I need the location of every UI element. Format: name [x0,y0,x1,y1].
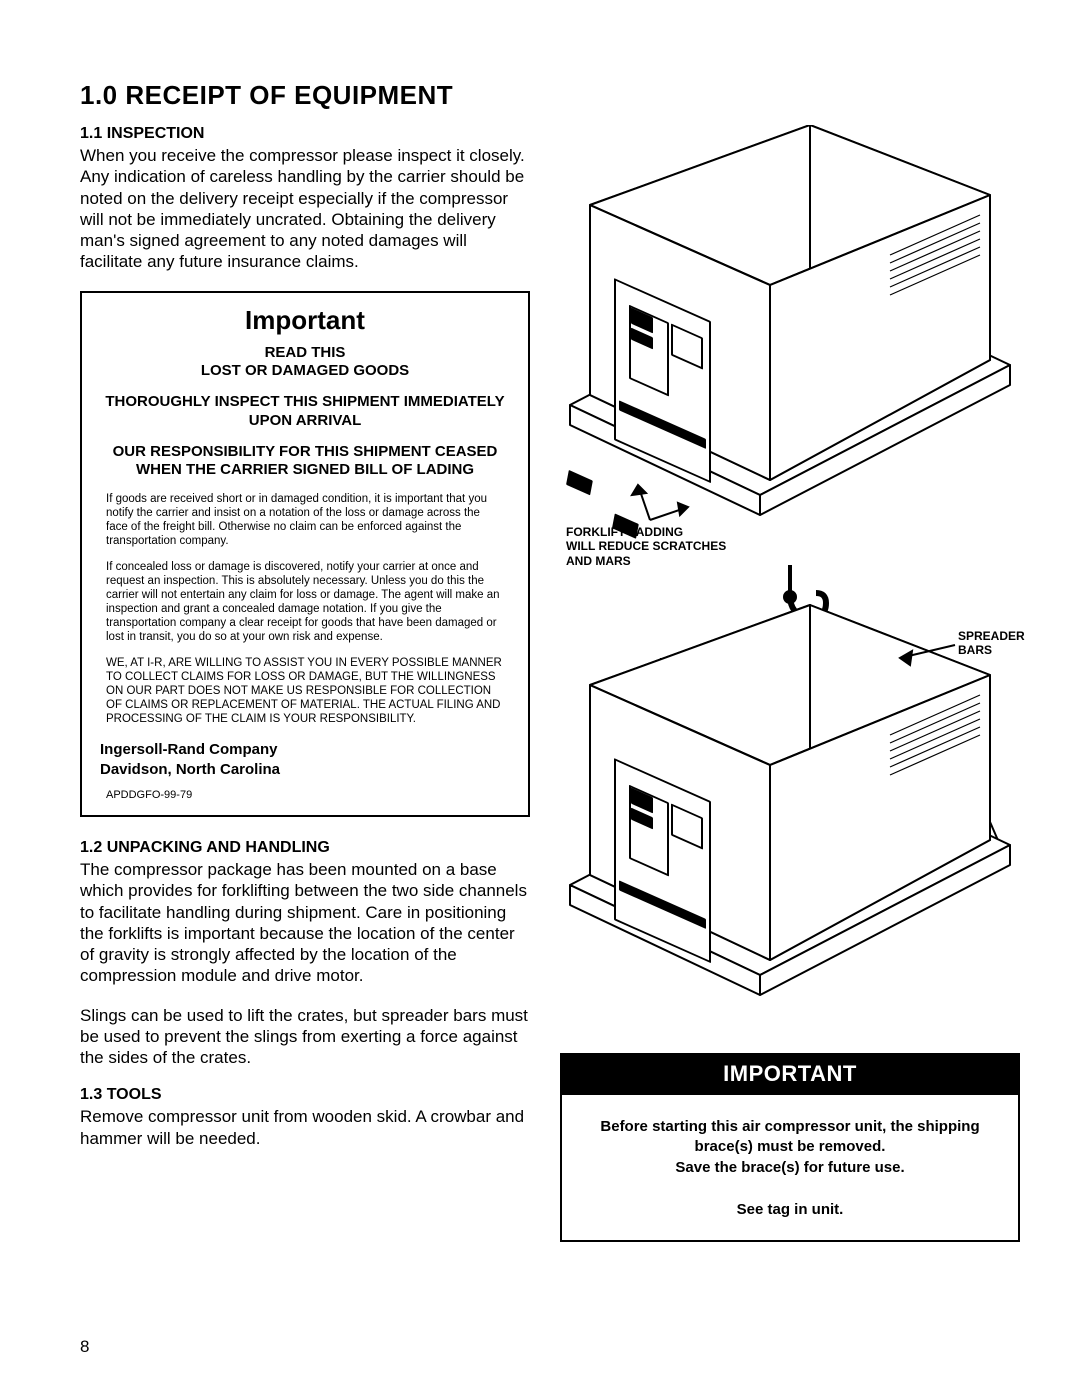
important-sub2: THOROUGHLY INSPECT THIS SHIPMENT IMMEDIA… [98,393,512,431]
diagram-area: FORKLIFT PADDING WILL REDUCE SCRATCHES A… [560,125,1020,1045]
unpacking-body-1: The compressor package has been mounted … [80,859,530,987]
important-black-box: IMPORTANT Before starting this air compr… [560,1053,1020,1242]
important-title: Important [98,305,512,336]
important-black-body-text: Before starting this air compressor unit… [582,1117,998,1178]
important-p3: WE, AT I-R, ARE WILLING TO ASSIST YOU IN… [106,656,504,726]
inspection-body: When you receive the compressor please i… [80,145,530,273]
spreader-bars-label: SPREADER BARS [958,629,1025,658]
unpacking-heading: 1.2 UNPACKING AND HANDLING [80,839,530,857]
right-column: FORKLIFT PADDING WILL REDUCE SCRATCHES A… [560,125,1020,1242]
important-p2: If concealed loss or damage is discovere… [106,560,504,644]
inspection-heading: 1.1 INSPECTION [80,125,530,143]
section-title: 1.0 RECEIPT OF EQUIPMENT [80,80,1020,111]
important-sub3: OUR RESPONSIBILITY FOR THIS SHIPMENT CEA… [98,443,512,481]
important-sub1: READ THIS LOST OR DAMAGED GOODS [98,344,512,382]
company-line: Ingersoll-Rand Company Davidson, North C… [100,740,510,779]
forklift-padding-label: FORKLIFT PADDING WILL REDUCE SCRATCHES A… [566,525,726,568]
important-box: Important READ THIS LOST OR DAMAGED GOOD… [80,291,530,818]
page-number: 8 [80,1337,89,1357]
important-p1: If goods are received short or in damage… [106,492,504,548]
compressor-crane-diagram [560,565,1020,1045]
tools-body: Remove compressor unit from wooden skid.… [80,1106,530,1149]
important-black-footer: See tag in unit. [582,1200,998,1220]
doc-code: APDDGFO-99-79 [106,789,504,801]
important-black-title: IMPORTANT [562,1055,1018,1095]
compressor-forklift-diagram [560,125,1020,545]
unpacking-body-2: Slings can be used to lift the crates, b… [80,1005,530,1069]
left-column: 1.1 INSPECTION When you receive the comp… [80,125,530,1242]
tools-heading: 1.3 TOOLS [80,1086,530,1104]
